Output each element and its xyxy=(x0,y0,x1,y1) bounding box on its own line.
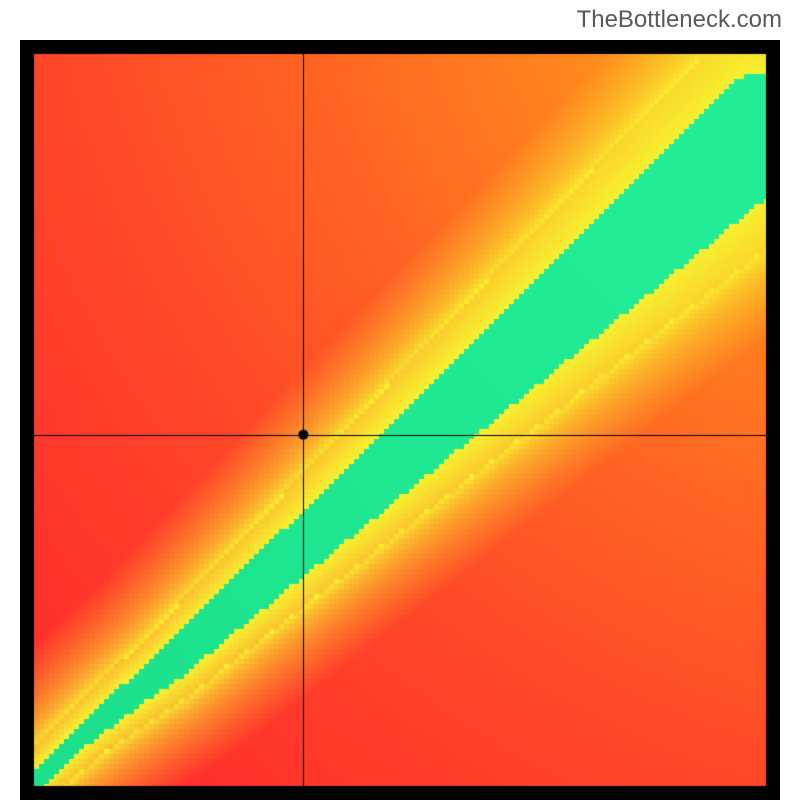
chart-frame xyxy=(20,40,780,800)
heatmap-canvas xyxy=(20,40,780,800)
chart-container: TheBottleneck.com xyxy=(0,0,800,800)
watermark-text: TheBottleneck.com xyxy=(577,6,782,34)
